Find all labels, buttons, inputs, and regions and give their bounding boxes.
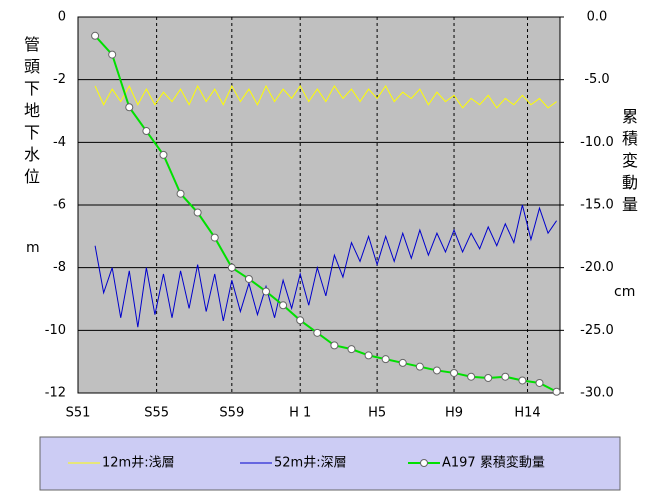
y2-axis-label: 累積変動量: [619, 108, 638, 218]
point-marker: [450, 368, 459, 377]
legend-label: A197 累積変動量: [442, 455, 545, 471]
series-line: [94, 204, 557, 328]
series-line: [94, 35, 558, 393]
y-tick-label: -4: [53, 135, 66, 150]
point-marker: [313, 328, 322, 337]
point-marker: [467, 372, 476, 381]
y-axis-unit: m: [26, 240, 40, 256]
y-tick-label: -8: [53, 260, 66, 275]
y2-tick-label: -30.0: [580, 386, 614, 401]
y2-tick-label: -15.0: [580, 198, 614, 213]
point-marker: [518, 376, 527, 385]
y2-tick-label: -5.0: [584, 72, 609, 87]
point-marker: [108, 50, 117, 59]
point-marker: [159, 150, 168, 159]
point-marker: [330, 341, 339, 350]
y-tick-label: -12: [45, 386, 66, 401]
series-line: [94, 84, 557, 109]
point-marker: [552, 387, 561, 396]
point-marker: [262, 287, 271, 296]
point-marker: [484, 373, 493, 382]
point-marker: [210, 233, 219, 242]
x-tick-label: S51: [66, 406, 91, 421]
legend-marker: [420, 459, 428, 467]
point-marker: [125, 103, 134, 112]
point-marker: [364, 351, 373, 360]
point-marker: [398, 358, 407, 367]
y2-tick-label: 0.0: [587, 10, 608, 25]
point-marker: [415, 362, 424, 371]
point-marker: [244, 274, 253, 283]
point-marker: [296, 316, 305, 325]
y2-tick-label: -10.0: [580, 135, 614, 150]
point-marker: [432, 366, 441, 375]
point-marker: [501, 372, 510, 381]
x-tick-label: S55: [144, 406, 169, 421]
x-tick-label: S59: [219, 406, 244, 421]
point-marker: [142, 127, 151, 136]
point-marker: [279, 301, 288, 310]
x-tick-label: H14: [514, 406, 540, 421]
y-axis-label: 管頭下地下水位: [21, 36, 40, 190]
y-tick-label: -6: [53, 198, 66, 213]
legend-label: 52m井:深層: [274, 456, 347, 471]
y2-tick-label: -25.0: [580, 323, 614, 338]
point-marker: [176, 189, 185, 198]
legend-label: 12m井:浅層: [102, 456, 175, 471]
y2-axis-unit: cm: [614, 284, 636, 300]
y2-tick-label: -20.0: [580, 260, 614, 275]
point-marker: [535, 378, 544, 387]
x-tick-label: H 1: [289, 406, 311, 421]
point-marker: [193, 208, 202, 217]
point-marker: [347, 345, 356, 354]
point-marker: [381, 355, 390, 364]
y-tick-label: 0: [58, 10, 66, 25]
point-marker: [91, 31, 100, 40]
y-tick-label: -10: [45, 323, 66, 338]
x-tick-label: H9: [445, 406, 463, 421]
legend-box: [39, 436, 621, 491]
y-tick-label: -2: [53, 72, 66, 87]
x-tick-label: H5: [368, 406, 386, 421]
point-marker: [227, 263, 236, 272]
